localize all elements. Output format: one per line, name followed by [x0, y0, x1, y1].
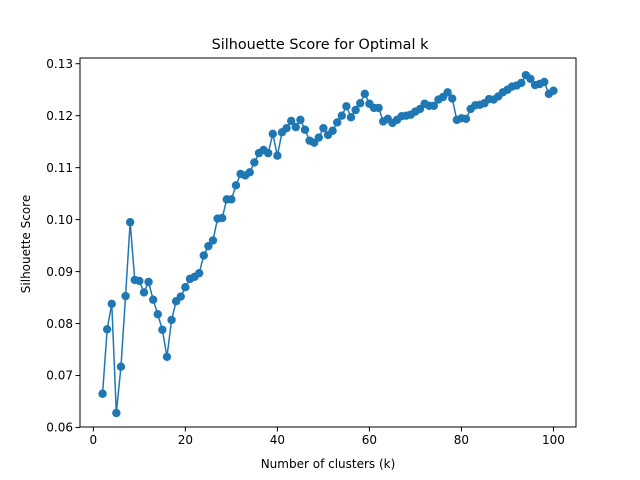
data-point [540, 77, 549, 87]
y-tick-label: 0.08 [46, 317, 73, 331]
data-point [356, 99, 365, 108]
y-tick-label: 0.07 [46, 369, 73, 383]
data-point [135, 276, 144, 286]
data-point [158, 325, 167, 335]
y-tick-label: 0.10 [46, 213, 73, 227]
data-point [153, 310, 162, 319]
x-tick-label: 80 [454, 433, 469, 447]
data-point [250, 158, 259, 167]
data-point [296, 115, 305, 125]
data-point [346, 113, 356, 122]
data-point [139, 288, 149, 297]
data-point [517, 78, 526, 88]
plot-area [80, 58, 576, 427]
data-point [98, 389, 107, 398]
data-point [448, 94, 457, 103]
data-point [208, 236, 218, 245]
data-point [217, 213, 227, 223]
data-point [121, 291, 130, 301]
series-layer [98, 70, 558, 418]
data-point [360, 89, 370, 99]
data-point [199, 251, 208, 260]
data-point [328, 126, 337, 135]
y-tick-label: 0.09 [46, 265, 73, 279]
data-point [125, 218, 135, 227]
x-tick-label: 100 [542, 433, 565, 447]
data-point [291, 122, 300, 132]
data-point [176, 292, 185, 301]
data-point [342, 102, 351, 111]
x-tick-label: 60 [362, 433, 377, 447]
data-point [148, 295, 158, 304]
x-axis-label: Number of clusters (k) [261, 457, 396, 471]
data-point [443, 88, 452, 97]
x-tick-label: 40 [270, 433, 285, 447]
data-point [102, 325, 112, 334]
data-point [167, 315, 176, 325]
data-point [333, 118, 342, 127]
data-point [286, 116, 296, 126]
y-tick-label: 0.13 [46, 57, 73, 71]
x-axis-ticks: 0 20 40 60 80 100 [90, 427, 565, 447]
data-point [549, 86, 558, 95]
data-point [273, 151, 282, 160]
data-point [337, 111, 346, 120]
y-axis-label: Silhouette Score [19, 195, 33, 293]
data-point [227, 195, 236, 204]
data-point [429, 101, 439, 111]
data-point [116, 362, 126, 371]
data-point [314, 133, 323, 142]
data-point [245, 168, 254, 177]
data-point [194, 268, 204, 278]
x-tick-label: 20 [178, 433, 193, 447]
data-point [282, 123, 291, 133]
data-point [231, 181, 241, 190]
data-point [461, 114, 471, 124]
y-tick-label: 0.06 [46, 421, 73, 435]
plot-background [80, 58, 576, 427]
data-point [300, 125, 310, 134]
data-point [144, 277, 153, 287]
data-point [181, 283, 190, 292]
data-point [107, 299, 116, 309]
y-axis-ticks: 0.06 0.07 0.08 0.09 0.10 0.11 0.12 0.13 [46, 57, 80, 435]
axes-spines [79, 57, 577, 428]
data-point [112, 408, 121, 418]
data-point [263, 148, 273, 158]
y-tick-label: 0.12 [46, 109, 73, 123]
data-point [204, 241, 213, 251]
data-point [526, 74, 535, 83]
axes-frame [79, 57, 577, 428]
y-tick-label: 0.11 [46, 161, 73, 175]
data-point [268, 129, 277, 139]
x-tick-label: 0 [90, 433, 98, 447]
data-point [351, 105, 360, 115]
data-point [162, 352, 172, 362]
chart-title: Silhouette Score for Optimal k [212, 37, 429, 53]
data-point [319, 123, 328, 133]
data-point [374, 103, 383, 113]
